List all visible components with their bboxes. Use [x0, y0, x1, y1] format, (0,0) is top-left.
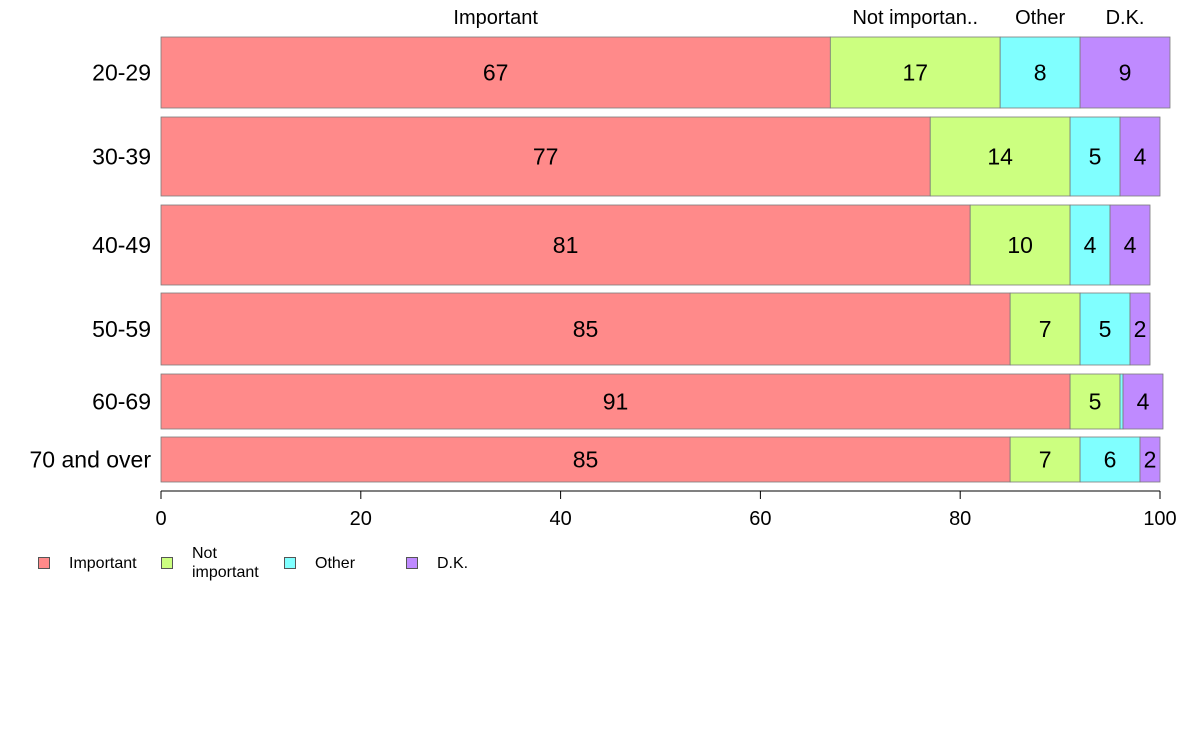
data-label-40-49-d-k: 4 [1124, 232, 1137, 258]
bar-40-49-important [160, 204, 971, 286]
data-label-70-and-over-not-important: 7 [1039, 447, 1052, 473]
bar-30-39-not-important [929, 116, 1071, 197]
bar-70-and-over-d-k [1139, 436, 1161, 483]
bar-50-59-not-important [1009, 292, 1081, 366]
bar-30-39-d-k [1119, 116, 1161, 197]
bar-20-29-important [160, 36, 831, 109]
x-tick-label: 80 [949, 508, 971, 530]
x-tick-label: 0 [155, 508, 166, 530]
legend-swatch [284, 557, 296, 569]
x-tick-label: 20 [350, 508, 372, 530]
data-label-30-39-other: 5 [1089, 144, 1102, 170]
bar-60-69-other [1119, 373, 1124, 430]
segment-header-labels: Important Not importan.. Other D.K. [453, 7, 1144, 29]
legend-label: Important [69, 555, 137, 572]
data-label-20-29-important: 67 [483, 60, 509, 86]
data-label-60-69-d-k: 4 [1137, 389, 1150, 415]
data-label-60-69-not-important: 5 [1089, 389, 1102, 415]
data-label-20-29-other: 8 [1034, 60, 1047, 86]
bar-20-29-not-important [829, 36, 1001, 109]
header-label-other: Other [1015, 7, 1065, 29]
data-label-40-49-not-important: 10 [1007, 232, 1033, 258]
y-axis-labels: 20-29 30-39 40-49 50-59 60-69 70 and over [30, 60, 152, 473]
header-label-d-k: D.K. [1106, 7, 1145, 29]
header-label-not-important: Not importan.. [852, 7, 978, 29]
y-tick-label: 30-39 [92, 144, 151, 170]
data-label-30-39-important: 77 [533, 144, 559, 170]
y-tick-label: 70 and over [30, 447, 152, 473]
y-tick-label: 40-49 [92, 232, 151, 258]
bar-60-69-not-important [1069, 373, 1121, 430]
x-tick-label: 60 [749, 508, 771, 530]
bar-50-59-important [160, 292, 1011, 366]
bar-20-29-d-k [1079, 36, 1171, 109]
bar-30-39-important [160, 116, 931, 197]
data-label-50-59-not-important: 7 [1039, 316, 1052, 342]
data-label-70-and-over-other: 6 [1104, 447, 1117, 473]
data-label-40-49-important: 81 [553, 232, 579, 258]
data-label-60-69-important: 91 [603, 389, 629, 415]
y-tick-label: 50-59 [92, 316, 151, 342]
data-label-20-29-d-k: 9 [1119, 60, 1132, 86]
data-label-30-39-d-k: 4 [1134, 144, 1147, 170]
data-label-70-and-over-important: 85 [573, 447, 599, 473]
bar-60-69-important [160, 373, 1071, 430]
bar-70-and-over-important [160, 436, 1011, 483]
header-label-important: Important [453, 7, 538, 29]
bar-70-and-over-other [1079, 436, 1141, 483]
legend-label: Other [315, 555, 356, 572]
data-label-30-39-not-important: 14 [987, 144, 1013, 170]
data-label-50-59-d-k: 2 [1134, 316, 1147, 342]
legend-swatch [406, 557, 418, 569]
data-label-50-59-other: 5 [1099, 316, 1112, 342]
legend-label: D.K. [437, 555, 469, 572]
x-axis: 0 20 40 60 80 100 [155, 490, 1177, 530]
data-label-20-29-not-important: 17 [902, 60, 928, 86]
bars: 67 17 8 977 14 5 481 10 4 485 7 5 291 5 485 7 6 2 [160, 36, 1171, 483]
bar-70-and-over-not-important [1009, 436, 1081, 483]
bar-20-29-other [999, 36, 1081, 109]
bar-40-49-not-important [969, 204, 1071, 286]
y-tick-label: 20-29 [92, 60, 151, 86]
data-label-50-59-important: 85 [573, 316, 599, 342]
bar-60-69-d-k [1122, 373, 1164, 430]
data-label-70-and-over-d-k: 2 [1144, 447, 1157, 473]
bar-50-59-d-k [1129, 292, 1151, 366]
legend-label: Not important [192, 545, 259, 581]
legend-swatch [38, 557, 50, 569]
bar-40-49-d-k [1109, 204, 1151, 286]
y-tick-label: 60-69 [92, 389, 151, 415]
legend-swatch [161, 557, 173, 569]
stacked-bar-chart: Important Not importan.. Other D.K. 20-29 30… [30, 7, 1177, 530]
x-tick-label: 100 [1143, 508, 1176, 530]
x-tick-label: 40 [549, 508, 571, 530]
bar-30-39-other [1069, 116, 1121, 197]
data-label-40-49-other: 4 [1084, 232, 1097, 258]
legend: Important Not important Other D.K. [38, 544, 598, 588]
